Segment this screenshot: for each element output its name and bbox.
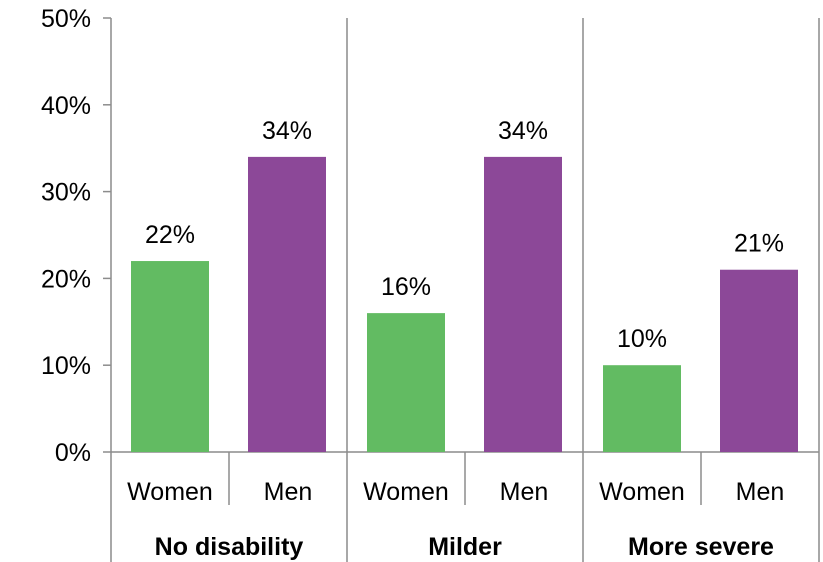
group-label: No disability: [155, 533, 304, 561]
category-label: Women: [363, 478, 449, 506]
category-labels: Women Men Women Men Women Men: [127, 478, 784, 506]
y-tick-labels: 0% 10% 20% 30% 40% 50%: [41, 5, 91, 467]
data-label: 21%: [734, 230, 784, 258]
data-labels: 22% 34% 16% 34% 10% 21%: [145, 117, 784, 353]
data-label: 16%: [381, 273, 431, 301]
data-label: 22%: [145, 221, 195, 249]
category-label: Women: [599, 478, 685, 506]
y-tick-label: 0%: [55, 439, 91, 467]
category-label: Men: [500, 478, 549, 506]
y-tick-label: 30%: [41, 179, 91, 207]
bar-men: [720, 269, 798, 452]
bar-women: [131, 261, 209, 452]
y-tick-label: 10%: [41, 352, 91, 380]
data-label: 34%: [262, 117, 312, 145]
group-label: Milder: [428, 533, 502, 561]
bar-men: [248, 156, 326, 452]
group-label: More severe: [628, 533, 774, 561]
bar-women: [603, 365, 681, 452]
y-tick-label: 50%: [41, 5, 91, 33]
y-tick-label: 20%: [41, 265, 91, 293]
bars: [131, 156, 798, 452]
category-label: Women: [127, 478, 213, 506]
axes: [103, 17, 820, 562]
category-label: Men: [736, 478, 785, 506]
category-label: Men: [264, 478, 313, 506]
bar-women: [367, 313, 445, 452]
group-labels: No disability Milder More severe: [155, 533, 774, 561]
y-tick-label: 40%: [41, 92, 91, 120]
data-label: 10%: [617, 325, 667, 353]
data-label: 34%: [498, 117, 548, 145]
bar-men: [484, 156, 562, 452]
